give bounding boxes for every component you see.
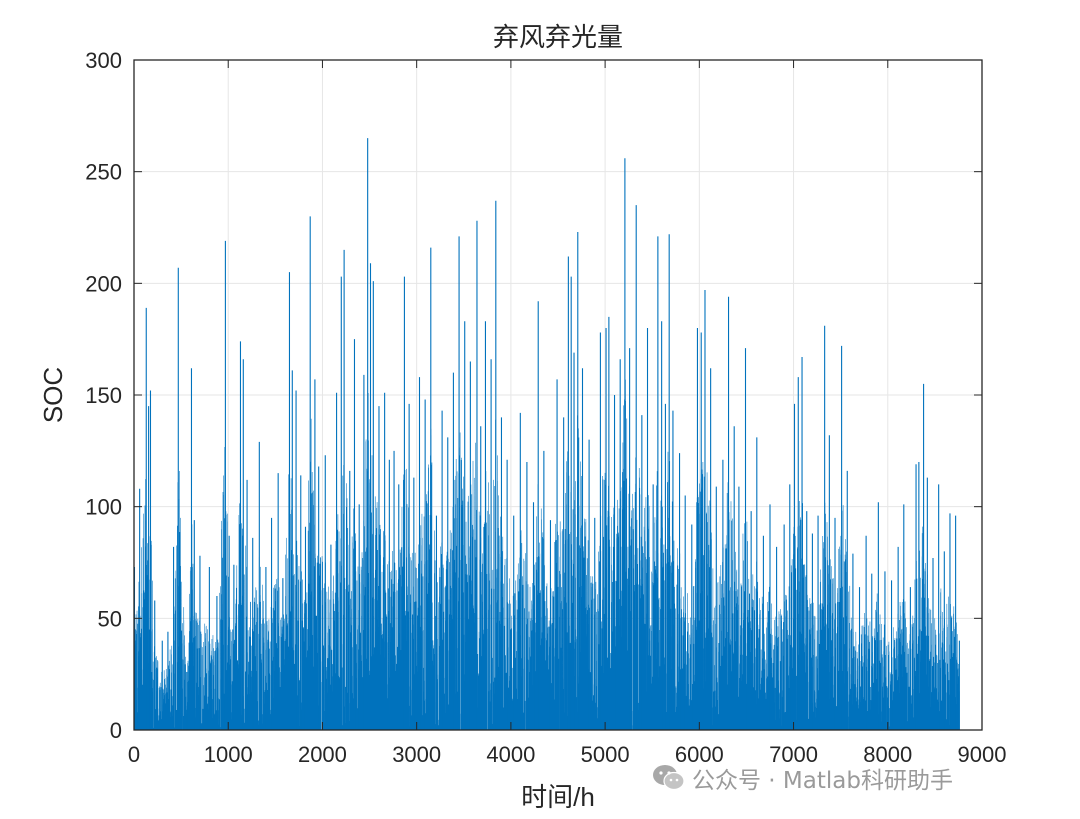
axis-ticks: 0 1000 2000 3000 4000 5000 6000 7000 8000 9000 0 50… [85,48,1006,767]
x-tick-label: 1000 [204,742,253,767]
y-tick-label: 300 [85,48,122,73]
y-tick-label: 250 [85,160,122,185]
x-tick-label: 9000 [958,742,1007,767]
y-axis-label: SOC [38,367,68,423]
x-tick-label: 0 [128,742,140,767]
x-tick-label: 4000 [486,742,535,767]
y-tick-label: 50 [98,606,122,631]
y-tick-label: 200 [85,271,122,296]
x-tick-label: 5000 [581,742,630,767]
x-tick-label: 6000 [675,742,724,767]
y-tick-label: 0 [110,718,122,743]
watermark: 公众号 · Matlab科研助手 [652,760,953,796]
y-tick-label: 100 [85,495,122,520]
x-axis-label: 时间/h [521,782,595,812]
bar-fill-series [133,379,960,730]
x-tick-label: 3000 [392,742,441,767]
data-bars [133,138,960,730]
x-tick-label: 7000 [769,742,818,767]
y-tick-label: 150 [85,383,122,408]
chart-title: 弃风弃光量 [493,22,623,52]
x-tick-label: 2000 [298,742,347,767]
wechat-icon [653,765,685,791]
watermark-text: 公众号 · Matlab科研助手 [692,768,953,794]
x-tick-label: 8000 [863,742,912,767]
